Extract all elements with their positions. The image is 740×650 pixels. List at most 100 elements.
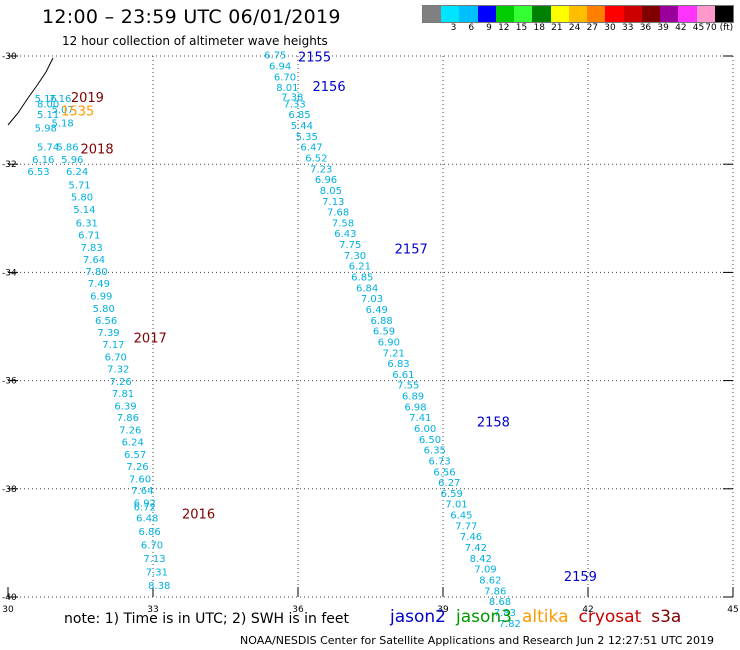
axis-labels: -30 -32 -34 -36 -38 -40 30 33 36 39 42 45 [2, 52, 739, 615]
swh-value: 8.42 [470, 554, 492, 565]
swh-value: 7.30 [344, 251, 366, 262]
swh-value: 5.44 [291, 121, 313, 132]
legend-tick: 3 [450, 23, 457, 33]
legend-swatches [422, 5, 734, 23]
swh-value: 7.83 [494, 608, 516, 619]
swh-value: 7.55 [397, 381, 419, 392]
swh-value: 5.71 [68, 181, 90, 192]
lat-label: -40 [2, 593, 17, 603]
legend-tick: 18 [533, 23, 545, 33]
swh-value: 7.81 [112, 389, 134, 400]
swh-value: 6.57 [124, 450, 146, 461]
legend-swatch [550, 6, 569, 22]
swh-value: 8.01 [276, 83, 298, 94]
swh-value: 6.73 [429, 456, 451, 467]
swh-value: 7.13 [143, 554, 165, 565]
pass-time-label: 2155 [298, 50, 331, 65]
swh-value: 7.13 [322, 197, 344, 208]
swh-value: 5.35 [296, 132, 318, 143]
swh-value: 7.21 [383, 348, 405, 359]
swh-value: 5.07 [52, 105, 74, 116]
swh-value: 6.70 [141, 540, 163, 551]
swh-value: 8.68 [489, 597, 511, 608]
legend-tick: 15 [515, 23, 528, 33]
swh-value: 5.80 [71, 192, 93, 203]
pass-time-label: 2018 [81, 142, 114, 157]
legend-swatch [714, 6, 733, 22]
swh-value: 7.03 [361, 294, 383, 305]
legend-swatch [623, 6, 642, 22]
swh-value: 7.38 [281, 92, 303, 103]
lat-label: -38 [2, 485, 17, 495]
pass-time-label: 2017 [134, 332, 167, 347]
swh-value: 6.21 [349, 262, 371, 273]
swh-value: 7.60 [129, 474, 151, 485]
swh-value: 6.75 [264, 51, 286, 62]
mission-jason2: jason2 [390, 607, 446, 627]
mission-jason3: jason3 [456, 607, 512, 627]
swh-value: 6.27 [438, 478, 460, 489]
legend-tick: 39 [657, 23, 669, 33]
legend-swatch [514, 6, 533, 22]
swh-value: 7.26 [119, 426, 141, 437]
pass-time-label: 2156 [313, 80, 346, 95]
swh-value: 5.74 [37, 143, 59, 154]
swh-value: 5.18 [52, 118, 74, 129]
lat-label: -30 [2, 52, 17, 62]
swh-value: 5.11 [37, 110, 59, 121]
swh-value: 7.42 [465, 543, 487, 554]
swh-value: 7.86 [117, 413, 139, 424]
legend-swatch [532, 6, 551, 22]
swh-value: 6.52 [305, 153, 327, 164]
mission-s3a: s3a [651, 607, 682, 627]
swh-value: 7.17 [102, 340, 124, 351]
legend-tick: 9 [486, 23, 492, 33]
legend-swatch [696, 6, 715, 22]
swh-value: 6.85 [351, 273, 373, 284]
legend-swatch [678, 6, 697, 22]
lat-lon-grid [7, 55, 734, 598]
coastline [7, 57, 54, 126]
swh-value: 7.32 [107, 364, 129, 375]
lon-label: 39 [437, 605, 449, 615]
swh-value: 6.43 [334, 229, 356, 240]
swh-value: 7.83 [81, 243, 103, 254]
mission-cryosat: cryosat [578, 607, 642, 627]
swh-value: 7.41 [409, 413, 431, 424]
swh-value: 6.24 [66, 167, 88, 178]
swh-value: 5.14 [73, 205, 95, 216]
swh-value: 6.70 [105, 353, 127, 364]
legend-labels: 3 6 9 12 15 18 21 24 27 30 33 36 39 42 45 70 (ft) [422, 23, 734, 35]
swh-value: 6.49 [366, 305, 388, 316]
swh-value: 7.39 [97, 328, 119, 339]
swh-value: 7.68 [327, 208, 349, 219]
swh-value: 6.71 [78, 230, 100, 241]
map-subtitle: 12 hour collection of altimeter wave hei… [62, 34, 328, 48]
swh-value: 6.96 [315, 175, 337, 186]
swh-value: 6.59 [441, 489, 463, 500]
lat-label: -34 [2, 268, 17, 278]
swh-value: 6.88 [371, 316, 393, 327]
legend-swatch [641, 6, 661, 22]
swh-value: 7.23 [310, 164, 332, 175]
lon-label: 45 [727, 605, 738, 615]
swh-value: 6.90 [378, 337, 400, 348]
swh-value: 7.49 [88, 279, 110, 290]
swh-value: 5.98 [35, 124, 57, 135]
swh-value: 6.83 [387, 359, 409, 370]
legend-tick: 12 [498, 23, 510, 33]
swh-value: 6.84 [356, 283, 378, 294]
color-legend: 3 6 9 12 15 18 21 24 27 30 33 36 39 42 45 70 (ft) [422, 5, 734, 37]
legend-tick: 42 [675, 23, 687, 33]
swh-value: 6.24 [122, 438, 144, 449]
lat-label: -32 [2, 160, 17, 170]
swh-value: 6.48 [136, 513, 158, 524]
pass-time-label: 1535 [61, 105, 94, 120]
swh-value: 6.59 [373, 327, 395, 338]
swh-value: 6.31 [76, 218, 98, 229]
lon-label: 42 [582, 605, 593, 615]
legend-swatch [423, 6, 442, 22]
swh-value: 7.86 [484, 586, 506, 597]
lon-label: 36 [292, 605, 304, 615]
